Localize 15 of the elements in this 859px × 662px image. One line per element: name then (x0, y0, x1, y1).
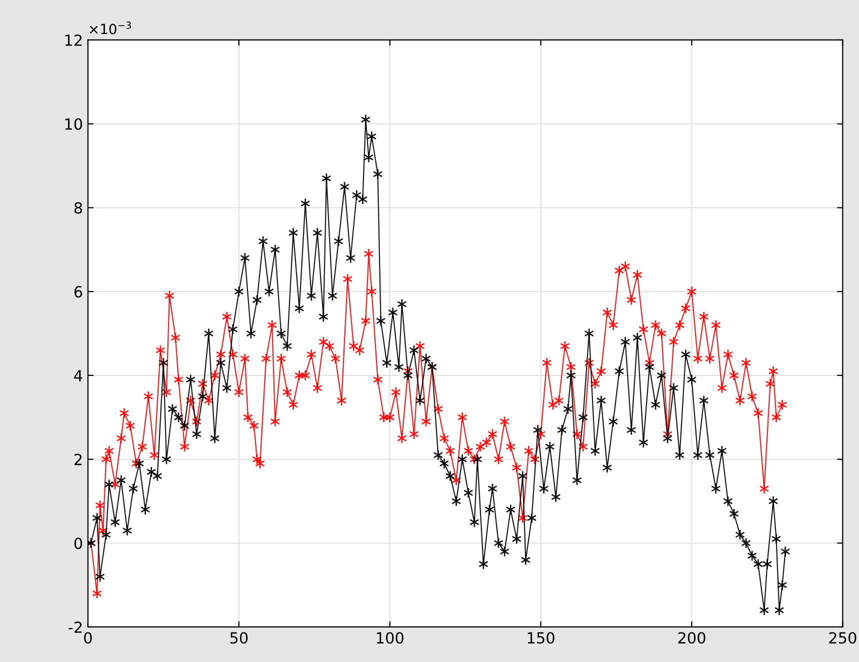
y-tick-label: 12 (65, 34, 82, 46)
y-tick-label: 6 (74, 286, 82, 298)
y-tick-label: 0 (74, 538, 82, 550)
text: ×10$^{−3}$ (90, 22, 131, 34)
y-tick-label: 10 (65, 118, 82, 130)
x-tick-label: 150 (528, 632, 554, 644)
y-tick-label: -2 (68, 621, 82, 633)
x-tick-label: 100 (376, 632, 404, 644)
y-tick-label: 4 (74, 370, 82, 382)
y-tick-label: 2 (74, 454, 82, 466)
x-tick-label: 0 (84, 632, 92, 644)
y-tick-label: 8 (74, 202, 82, 214)
x-tick-label: 250 (829, 632, 856, 644)
x-tick-label: 50 (230, 632, 248, 644)
x-tick-label: 200 (678, 632, 706, 644)
